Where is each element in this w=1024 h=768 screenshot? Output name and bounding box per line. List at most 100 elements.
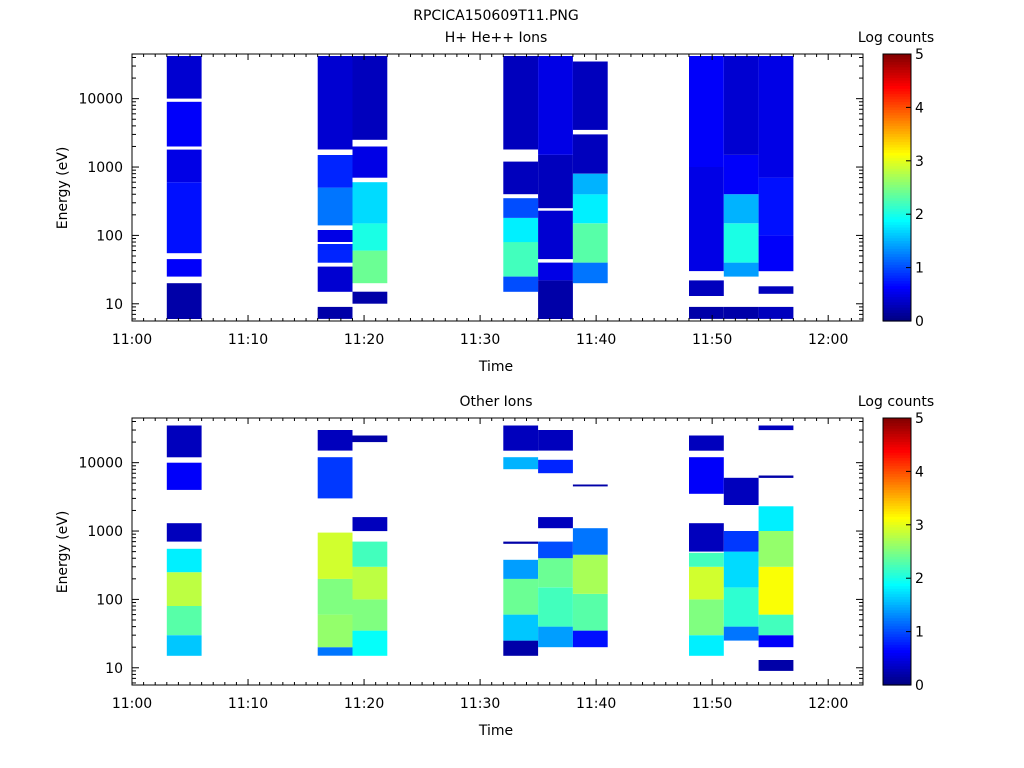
panel-other-ions: Other Ions 11:00 11:10 11:20 11:30 11:40 11:5… — [55, 394, 934, 739]
colorbar-segment — [883, 139, 911, 143]
y-tick-label: 10 — [105, 297, 123, 313]
heatmap-cell — [352, 599, 388, 631]
colorbar-segment — [883, 423, 911, 427]
y-axis: 10 100 1000 10000 — [78, 56, 863, 320]
colorbar-segment — [883, 286, 911, 290]
heatmap-cell — [352, 56, 388, 140]
colorbar-segment — [883, 70, 911, 74]
colorbar-segment — [883, 99, 911, 103]
colorbar-segment — [883, 144, 911, 149]
colorbar-segment — [883, 230, 911, 234]
heatmap-cell — [503, 242, 539, 277]
y-axis: 10 100 1000 10000 — [78, 420, 863, 684]
heatmap-cell — [317, 266, 353, 292]
colorbar-segment — [883, 270, 911, 274]
colorbar-segment — [883, 240, 911, 245]
colorbar-segment — [883, 64, 911, 68]
colorbar-segment — [883, 222, 911, 226]
colorbar-segment — [883, 275, 911, 279]
heatmap-cell — [166, 635, 202, 656]
colorbar-segment — [883, 171, 911, 175]
x-axis-label: Time — [478, 359, 513, 375]
heatmap-cell — [572, 594, 608, 631]
colorbar-segment — [883, 471, 911, 475]
colorbar-segment — [883, 644, 911, 649]
colorbar-segment — [883, 168, 911, 173]
colorbar-segment — [883, 535, 911, 539]
heatmap-cell — [352, 250, 388, 284]
colorbar-segment — [883, 660, 911, 665]
heatmap-cell — [572, 262, 608, 284]
colorbar-segment — [883, 578, 911, 582]
colorbar-segment — [883, 200, 911, 205]
x-tick-label: 11:10 — [228, 696, 268, 712]
heatmap-cell — [758, 614, 794, 636]
x-tick-label: 11:20 — [344, 696, 384, 712]
colorbar-segment — [883, 195, 911, 199]
heatmap-cell — [723, 531, 759, 552]
colorbar-segment — [883, 235, 911, 239]
colorbar-segment — [883, 78, 911, 82]
heatmap-cell — [758, 425, 794, 431]
heatmap-cell — [503, 559, 539, 579]
colorbar-segment — [883, 607, 911, 611]
heatmap-cell — [572, 194, 608, 224]
colorbar-segment — [883, 623, 911, 627]
panel-title: Other Ions — [459, 394, 532, 410]
heatmap-cell — [503, 56, 539, 150]
colorbar-segment — [883, 112, 911, 117]
colorbar-segment — [883, 530, 911, 534]
colorbar-segment — [883, 104, 911, 108]
heatmap-cell — [352, 146, 388, 178]
colorbar-label: Log counts — [858, 30, 934, 46]
heatmap-cell — [758, 566, 794, 615]
heatmap-cell — [503, 640, 539, 656]
heatmap-cell — [689, 523, 724, 552]
colorbar-segment — [883, 216, 911, 221]
colorbar-segment — [883, 482, 911, 486]
colorbar-segment — [883, 559, 911, 563]
heatmap-cell — [572, 484, 608, 487]
colorbar-segment — [883, 107, 911, 111]
colorbar-segment — [883, 500, 911, 505]
colorbar-label: Log counts — [858, 394, 934, 410]
colorbar-segment — [883, 594, 911, 598]
heatmap-cell — [317, 532, 353, 579]
heatmap-cell — [317, 578, 353, 615]
colorbar-segment — [883, 291, 911, 295]
colorbar-segment — [883, 634, 911, 638]
colorbar-segment — [883, 426, 911, 430]
heatmap-cell — [317, 306, 353, 319]
colorbar-segment — [883, 312, 911, 317]
y-tick-label: 1000 — [87, 524, 123, 540]
colorbar-segment — [883, 131, 911, 135]
heatmap-cell — [572, 134, 608, 174]
heatmap-cell — [572, 173, 608, 195]
heatmap-cell — [723, 155, 759, 195]
heatmap-cell — [538, 626, 573, 648]
colorbar-segment — [883, 476, 911, 481]
heatmap-cell — [317, 155, 353, 188]
y-axis-label: Energy (eV) — [55, 147, 71, 230]
heatmap-cell — [166, 548, 202, 573]
colorbar-segment — [883, 283, 911, 287]
heatmap-cell — [689, 552, 724, 567]
colorbar-segment — [883, 174, 911, 178]
heatmap-cell — [689, 635, 724, 656]
colorbar-segment — [883, 548, 911, 553]
heatmap-cell — [166, 149, 202, 183]
heatmap-cell — [723, 306, 759, 319]
colorbar-segment — [883, 524, 911, 529]
colorbar-segment — [883, 498, 911, 502]
heatmap-cell — [538, 262, 573, 281]
colorbar-segment — [883, 612, 911, 617]
colorbar-segment — [883, 663, 911, 667]
colorbar-segment — [883, 452, 911, 456]
colorbar-tick-label: 5 — [915, 47, 924, 63]
heatmap-cell — [538, 541, 573, 559]
colorbar-segment — [883, 158, 911, 162]
y-tick-label: 10000 — [78, 456, 123, 472]
heatmap-cell — [538, 517, 573, 529]
colorbar-segment — [883, 160, 911, 165]
